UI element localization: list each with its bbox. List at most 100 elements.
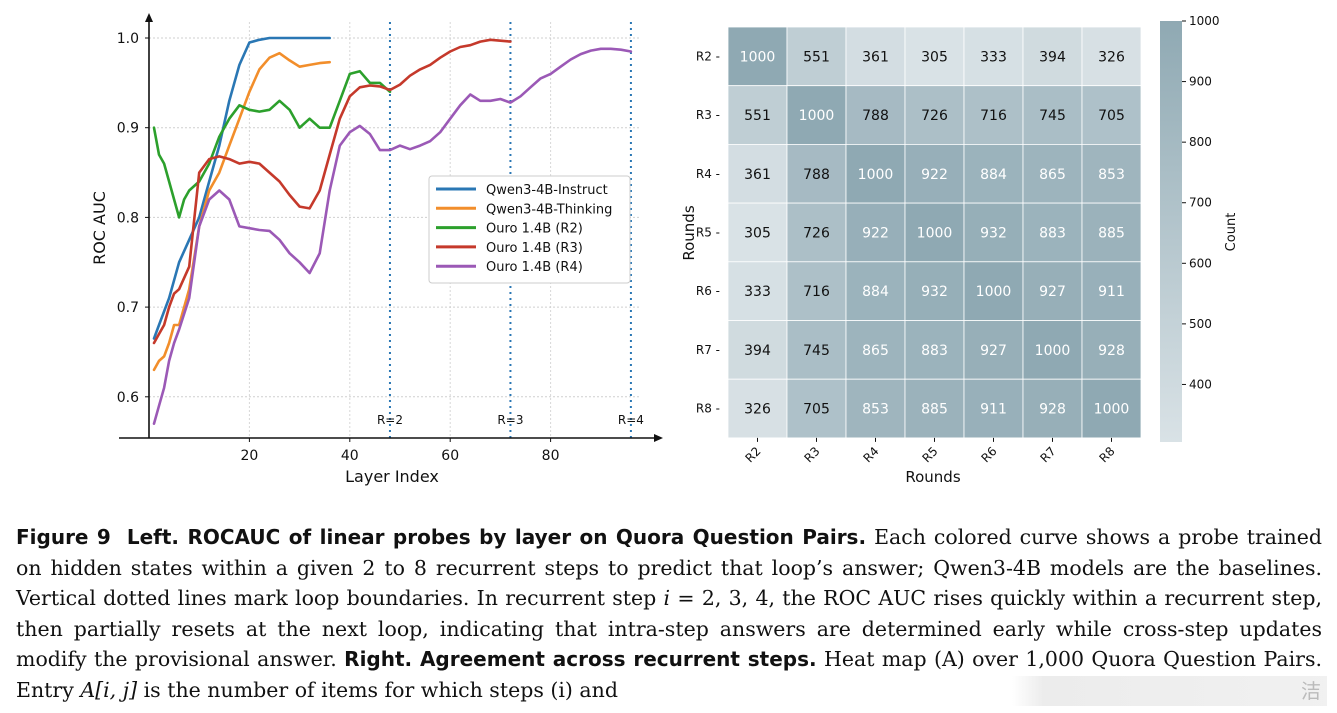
colorbar-tick-label: 800: [1189, 135, 1212, 149]
y-tick-label: 1.0: [117, 31, 139, 47]
heatmap-cell: [963, 320, 1024, 380]
agreement-heatmap: 1000 551 361 305 333 394 326 551 1000 788 726 716 74…: [680, 14, 1239, 486]
heatmap-cell-value: 361: [862, 49, 889, 65]
figure-label: Figure 9: [16, 525, 111, 549]
heatmap-col-label: R3: [801, 444, 822, 465]
heatmap-cell-value: 1000: [1035, 343, 1071, 359]
heatmap-cell-value: 788: [803, 167, 830, 183]
heatmap-cell: [727, 26, 788, 87]
legend-entry: Ouro 1.4B (R3): [486, 241, 583, 256]
y-tick-label: 0.6: [117, 390, 139, 406]
heatmap-cell: [845, 26, 906, 87]
y-tick-label: 0.9: [117, 121, 139, 137]
heatmap-col-label: R4: [860, 444, 881, 465]
heatmap-cell: [786, 143, 847, 204]
boundary-label: R=2: [377, 413, 403, 427]
heatmap-cell-value: 885: [1098, 225, 1125, 241]
y-axis-arrow: [145, 13, 153, 22]
heatmap-cell: [845, 143, 906, 204]
heatmap-cell-value: 928: [1039, 402, 1066, 418]
heatmap-cell: [1081, 202, 1142, 263]
heatmap-cell-value: 726: [803, 225, 830, 241]
tick-labels: 20 40 60 80 0.6 0.7 0.8 0.9 1.0: [117, 31, 560, 464]
heatmap-cell-value: 394: [744, 343, 771, 359]
heatmap-cell: [1081, 85, 1142, 145]
colorbar-tick-label: 900: [1189, 75, 1212, 89]
series-lines: [152, 36, 633, 426]
heatmap-cell-value: 705: [1098, 108, 1125, 124]
heatmap-cell-value: 716: [803, 284, 830, 300]
left-text-1: Each colored curve shows a probe trained…: [16, 525, 1322, 610]
heatmap-cell: [1022, 320, 1083, 380]
heatmap-cell-value: 333: [744, 284, 771, 300]
heatmap-row-label: R7 -: [696, 343, 720, 357]
heatmap-cell-value: 884: [862, 284, 889, 300]
x-tick-label: 40: [341, 448, 359, 464]
heatmap-cell-value: 551: [744, 108, 771, 124]
heatmap-cell-value: 853: [1098, 167, 1125, 183]
legend-entry: Ouro 1.4B (R4): [486, 260, 583, 275]
heatmap-cell-value: 885: [921, 402, 948, 418]
heatmap-cell-value: 932: [980, 225, 1007, 241]
y-tick-label: 0.7: [117, 300, 139, 316]
heatmap-col-label: R2: [742, 444, 763, 465]
series-line: [152, 38, 512, 345]
heatmap-cell: [845, 202, 906, 263]
legend-entry: Ouro 1.4B (R2): [486, 222, 583, 237]
colorbar-label: Count: [1224, 213, 1239, 252]
heatmap-row-label: R5 -: [696, 225, 720, 239]
heatmap-cell-value: 928: [1098, 343, 1125, 359]
heatmap-cell: [786, 378, 847, 439]
heatmap-cell-value: 726: [921, 108, 948, 124]
series-line: [152, 47, 633, 426]
heatmap-cell: [904, 320, 965, 380]
heatmap-cell-value: 922: [862, 225, 889, 241]
heatmap-col-label: R6: [978, 444, 999, 465]
colorbar-bar: [1160, 21, 1182, 442]
heatmap-cell: [904, 261, 965, 321]
heatmap-cell: [963, 85, 1024, 145]
colorbar-tick-label: 500: [1189, 317, 1212, 331]
heatmap-col-label: R8: [1096, 444, 1117, 465]
left-title: Left. ROCAUC of linear probes by layer o…: [126, 525, 867, 549]
heatmap-cell-value: 551: [803, 49, 830, 65]
heatmap-row-label: R4 -: [696, 167, 720, 181]
heatmap-cell-value: 853: [862, 402, 889, 418]
heatmap-cell-value: 927: [1039, 284, 1066, 300]
heatmap-cell-value: 932: [921, 284, 948, 300]
figure-caption: Figure 9 Left. ROCAUC of linear probes b…: [16, 522, 1322, 705]
heatmap-cell-value: 911: [1098, 284, 1125, 300]
series-line: [152, 69, 392, 219]
heatmap-cell: [1081, 26, 1142, 87]
heatmap-cell: [727, 320, 788, 380]
roc-auc-line-chart: R=2 R=3 R=4 20 40 60 80 0.6 0.7 0.8 0.9 1.0 Layer …: [90, 13, 663, 486]
legend-entry: Qwen3-4B-Instruct: [486, 183, 608, 198]
colorbar-tick-label: 400: [1189, 377, 1212, 391]
colorbar-tick-label: 700: [1189, 196, 1212, 210]
heatmap-cell: [786, 26, 847, 87]
heatmap-cell-value: 1000: [917, 225, 953, 241]
heatmap-cell: [1081, 378, 1142, 439]
heatmap-cell: [1081, 143, 1142, 204]
heatmap-cell: [786, 202, 847, 263]
heatmap-cell: [963, 202, 1024, 263]
heatmap-cell-value: 927: [980, 343, 1007, 359]
legend-entry: Qwen3-4B-Thinking: [486, 202, 612, 217]
heatmap-cell-value: 922: [921, 167, 948, 183]
figure-panels: R=2 R=3 R=4 20 40 60 80 0.6 0.7 0.8 0.9 1.0 Layer …: [90, 13, 1239, 486]
heatmap-cell: [904, 202, 965, 263]
heatmap-cell-value: 333: [980, 49, 1007, 65]
heatmap-cell: [963, 143, 1024, 204]
x-axis-label: Layer Index: [345, 467, 439, 486]
heatmap-cell-value: 745: [1039, 108, 1066, 124]
x-tick-label: 20: [240, 448, 258, 464]
heatmap-cell: [1022, 143, 1083, 204]
heatmap-row-label: R3 -: [696, 108, 720, 122]
right-text-1: Heat map (A) over 1,000 Quora Question P…: [16, 647, 1322, 702]
heatmap-cell-value: 705: [803, 402, 830, 418]
legend-box: [428, 175, 631, 284]
heatmap-cell-value: 326: [744, 402, 771, 418]
series-line: [152, 36, 332, 340]
y-tick-label: 0.8: [117, 210, 139, 226]
heatmap-col-label: R7: [1037, 444, 1058, 465]
